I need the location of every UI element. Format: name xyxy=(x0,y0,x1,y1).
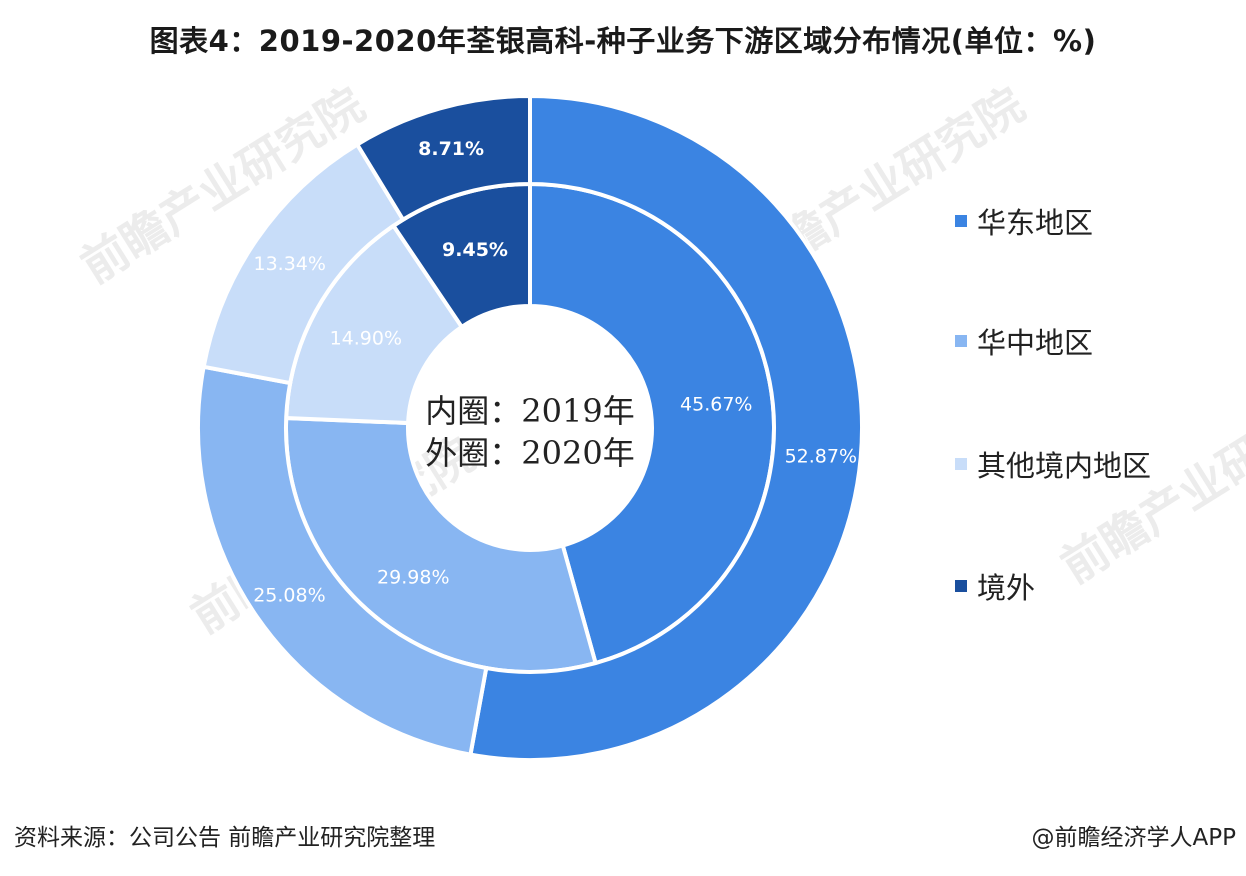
legend-label: 境外 xyxy=(977,571,1036,605)
legend-label: 其他境内地区 xyxy=(977,449,1152,483)
legend-label: 华东地区 xyxy=(977,206,1094,240)
data-label-outer-3: 8.71% xyxy=(418,138,484,160)
slice-outer-1 xyxy=(196,364,489,757)
source-note: 资料来源：公司公告 前瞻产业研究院整理 xyxy=(14,825,436,851)
data-label-outer-2: 13.34% xyxy=(254,253,326,275)
slice-outer-0 xyxy=(468,93,864,762)
center-label-outer: 外圈：2020年 xyxy=(425,434,634,472)
legend-swatch xyxy=(955,458,967,470)
data-label-inner-0: 45.67% xyxy=(680,394,752,416)
data-label-inner-1: 29.98% xyxy=(377,566,449,588)
legend-item[interactable]: 境外 xyxy=(955,565,1035,607)
center-label-inner: 内圈：2019年 xyxy=(425,392,634,430)
legend-swatch xyxy=(955,580,967,592)
legend-label: 华中地区 xyxy=(977,326,1094,360)
data-label-inner-2: 14.90% xyxy=(330,327,402,349)
data-label-outer-0: 52.87% xyxy=(785,445,857,467)
slices-group xyxy=(196,93,864,762)
legend-item[interactable]: 华中地区 xyxy=(955,320,1093,362)
data-label-outer-1: 25.08% xyxy=(253,584,325,606)
legend-swatch xyxy=(955,335,967,347)
legend-swatch xyxy=(955,215,967,227)
chart-title: 图表4：2019-2020年荃银高科-种子业务下游区域分布情况(单位：%) xyxy=(149,24,1097,58)
data-label-inner-3: 9.45% xyxy=(442,239,508,261)
credit-note: @前瞻经济学人APP xyxy=(1031,825,1236,851)
labels-group: 45.67% 29.98% 14.90% 9.45% 52.87% 25.08% 13.34… xyxy=(253,138,857,607)
legend-item[interactable]: 其他境内地区 xyxy=(955,443,1151,485)
slice-outer-3 xyxy=(354,93,532,223)
legend-item[interactable]: 华东地区 xyxy=(955,200,1093,242)
